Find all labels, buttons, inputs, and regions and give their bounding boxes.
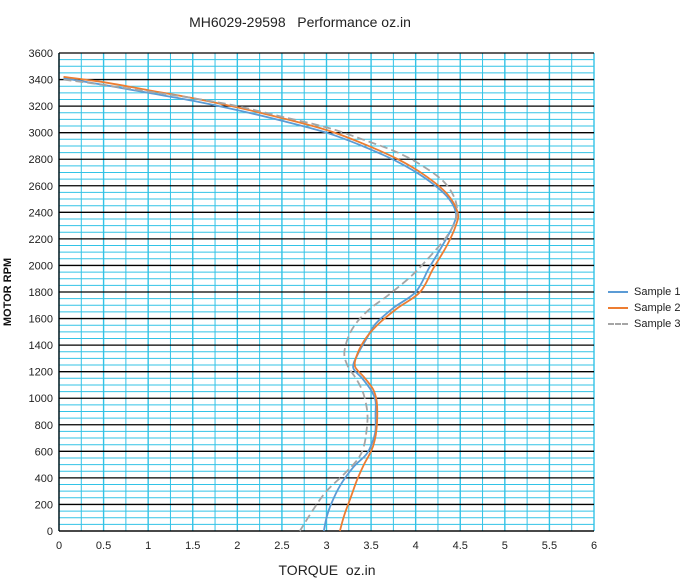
y-tick-label-7: 1400 xyxy=(29,340,53,352)
y-tick-label-2: 400 xyxy=(35,473,53,485)
legend-swatch-sample-3 xyxy=(608,323,628,325)
legend-label-sample-2: Sample 2 xyxy=(634,302,681,314)
legend-item-sample-3: Sample 3 xyxy=(608,316,680,332)
legend-swatch-sample-1 xyxy=(608,291,628,293)
x-tick-label-2: 1 xyxy=(145,540,151,552)
x-tick-label-3: 1.5 xyxy=(185,540,200,552)
y-tick-label-12: 2400 xyxy=(29,207,53,219)
chart-title: MH6029-29598 Performance oz.in xyxy=(189,14,411,30)
x-tick-label-6: 3 xyxy=(323,540,329,552)
y-tick-label-14: 2800 xyxy=(29,154,53,166)
y-tick-label-10: 2000 xyxy=(29,260,53,272)
y-tick-label-15: 3000 xyxy=(29,128,53,140)
y-tick-label-11: 2200 xyxy=(29,234,53,246)
y-tick-label-5: 1000 xyxy=(29,393,53,405)
x-tick-label-8: 4 xyxy=(413,540,419,552)
x-tick-label-5: 2.5 xyxy=(274,540,289,552)
y-tick-label-4: 800 xyxy=(35,420,53,432)
y-tick-label-13: 2600 xyxy=(29,181,53,193)
series-line-sample-3 xyxy=(63,78,458,532)
y-tick-label-6: 1200 xyxy=(29,367,53,379)
legend-swatch-sample-2 xyxy=(608,307,628,309)
x-tick-label-7: 3.5 xyxy=(363,540,378,552)
y-tick-label-17: 3400 xyxy=(29,75,53,87)
series-line-sample-1 xyxy=(63,77,458,532)
y-tick-label-18: 3600 xyxy=(29,48,53,60)
legend-item-sample-2: Sample 2 xyxy=(608,300,680,316)
chart-legend: Sample 1 Sample 2 Sample 3 xyxy=(608,284,680,332)
legend-item-sample-1: Sample 1 xyxy=(608,284,680,300)
y-tick-label-1: 200 xyxy=(35,499,53,511)
y-tick-label-16: 3200 xyxy=(29,101,53,113)
y-tick-label-0: 0 xyxy=(47,526,53,538)
x-tick-label-4: 2 xyxy=(234,540,240,552)
y-axis-title: MOTOR RPM xyxy=(2,257,14,327)
legend-label-sample-1: Sample 1 xyxy=(634,286,681,298)
y-tick-label-8: 1600 xyxy=(29,314,53,326)
x-tick-label-12: 6 xyxy=(591,540,597,552)
x-tick-label-10: 5 xyxy=(502,540,508,552)
x-tick-label-1: 0.5 xyxy=(96,540,111,552)
x-tick-label-11: 5.5 xyxy=(542,540,557,552)
x-tick-label-9: 4.5 xyxy=(453,540,468,552)
series-line-sample-2 xyxy=(63,76,460,532)
x-tick-label-0: 0 xyxy=(56,540,62,552)
y-tick-label-9: 1800 xyxy=(29,287,53,299)
legend-label-sample-3: Sample 3 xyxy=(634,318,681,330)
x-axis-title: TORQUE oz.in xyxy=(278,562,376,578)
y-tick-label-3: 600 xyxy=(35,446,53,458)
